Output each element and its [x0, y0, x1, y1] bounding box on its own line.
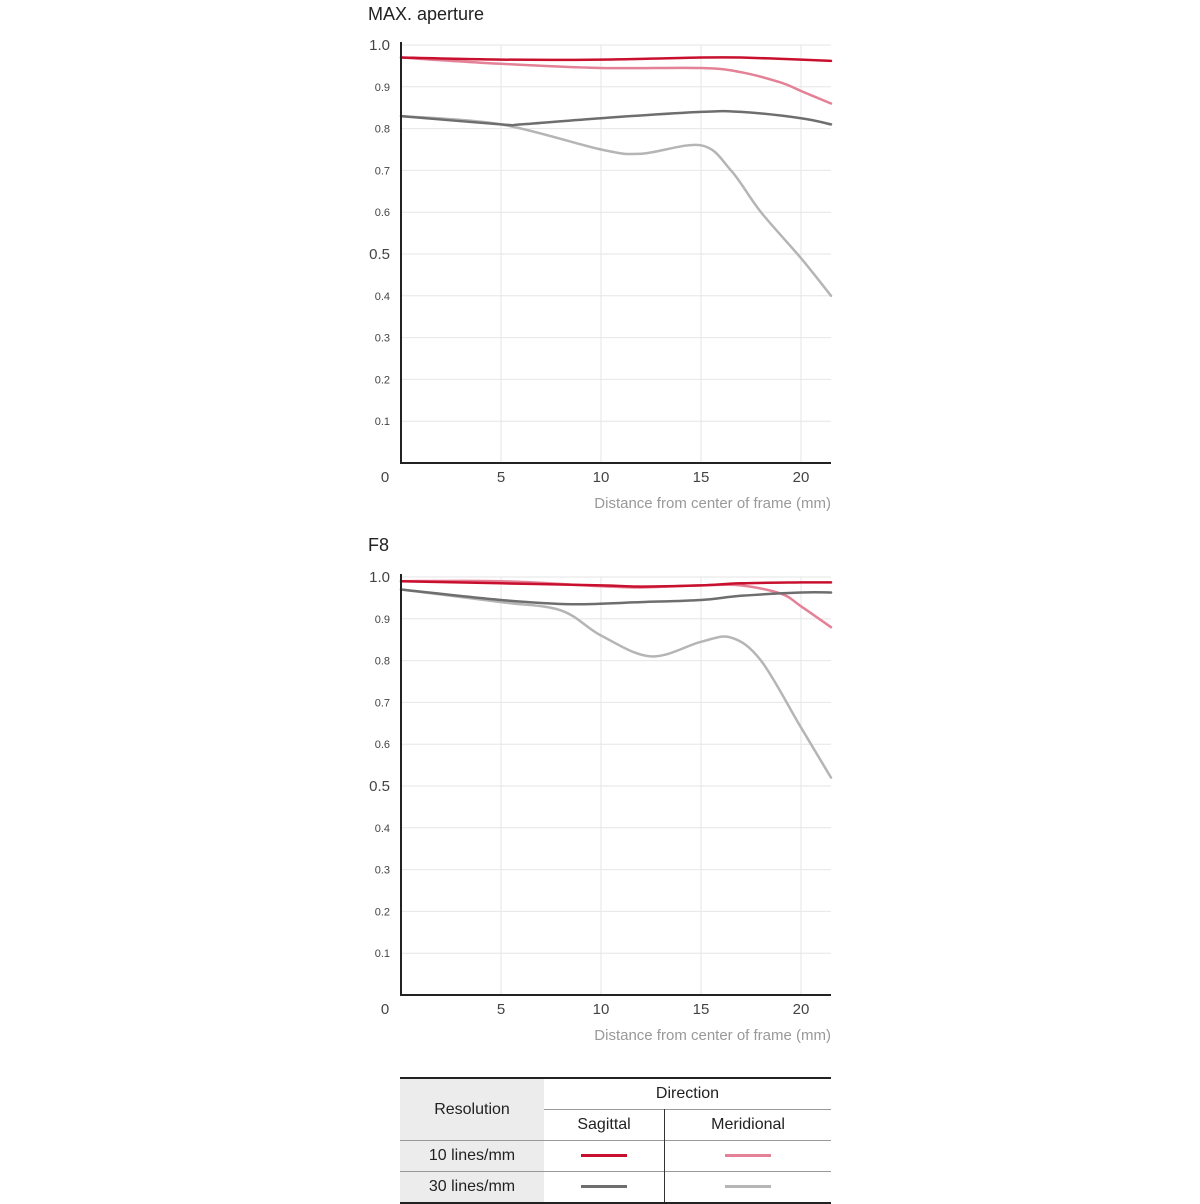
chart2-xtick-label: 15	[693, 1001, 710, 1018]
legend-swatch-10-meridional	[725, 1154, 772, 1158]
chart1-ytick-label: 0.3	[375, 333, 390, 345]
chart1-ytick-label: 0.6	[375, 207, 390, 219]
chart2-ytick-label: 0.8	[375, 656, 390, 668]
chart2-title: F8	[368, 535, 389, 555]
direction-header: Direction	[544, 1077, 831, 1110]
chart1-ytick-label: 0.9	[375, 82, 390, 94]
chart1-ytick-label: 0.4	[375, 291, 390, 303]
chart1-series-line-30-sagittal	[399, 109, 833, 127]
chart1-ytick-label: 0.5	[369, 246, 390, 263]
chart1-xtick-label: 10	[593, 469, 610, 486]
chart1-series-line-10-meridional	[399, 56, 833, 105]
legend-swatch-30-sagittal	[581, 1185, 628, 1189]
chart1-xtick-label: 20	[793, 469, 810, 486]
chart1-xtick-label: 5	[497, 469, 505, 486]
chart1-ytick-label: 0.8	[375, 124, 390, 136]
legend-swatch-10-sagittal	[581, 1154, 628, 1158]
chart1-ytick-label: 1.0	[369, 37, 390, 54]
chart2-xtick-label: 0	[381, 1001, 389, 1018]
chart2-series-line-30-sagittal	[399, 588, 833, 606]
legend-cell-30-sagittal	[544, 1171, 666, 1204]
meridional-header: Meridional	[664, 1109, 831, 1141]
mtf-charts: MAX. aperture 0.1 0.2 0.3 0.4 0.5 0.6 0.7 0.8 0.9…	[368, 4, 833, 1044]
chart2-ytick-label: 0.6	[375, 739, 390, 751]
chart2-ytick-label: 0.2	[375, 906, 390, 918]
chart2-ytick-label: 0.5	[369, 778, 390, 795]
chart1-series-line-30-meridional	[399, 114, 833, 298]
chart1-ytick-label: 0.2	[375, 374, 390, 386]
chart2-ytick-label: 1.0	[369, 569, 390, 586]
legend-row-label-10: 10 lines/mm	[400, 1140, 544, 1172]
chart2-x-axis-label: Distance from center of frame (mm)	[594, 1027, 831, 1044]
chart2-ytick-label: 0.3	[375, 865, 390, 877]
chart1-xtick-label: 0	[381, 469, 389, 486]
chart1-series-line-10-sagittal	[399, 56, 833, 63]
legend-swatch-30-meridional	[725, 1185, 772, 1189]
chart2-ytick-label: 0.9	[375, 614, 390, 626]
legend-cell-10-sagittal	[544, 1140, 666, 1172]
chart1-x-axis-label: Distance from center of frame (mm)	[594, 495, 831, 512]
chart1-ytick-label: 0.1	[375, 416, 390, 428]
chart2-xtick-label: 5	[497, 1001, 505, 1018]
chart2-xtick-label: 20	[793, 1001, 810, 1018]
sagittal-header: Sagittal	[544, 1109, 666, 1141]
chart2-xtick-label: 10	[593, 1001, 610, 1018]
chart2-series-line-10-sagittal	[399, 579, 833, 588]
chart2-ytick-label: 0.1	[375, 948, 390, 960]
chart2-ytick-label: 0.7	[375, 697, 390, 709]
chart2-ytick-label: 0.4	[375, 823, 390, 835]
legend-row-label-30: 30 lines/mm	[400, 1171, 544, 1204]
legend-table: Resolution Direction Sagittal Meridional…	[400, 1077, 831, 1204]
resolution-header: Resolution	[400, 1077, 544, 1141]
chart1-title: MAX. aperture	[368, 4, 484, 24]
legend-cell-10-meridional	[664, 1140, 831, 1172]
chart2-series-line-30-meridional	[399, 588, 833, 779]
chart1-xtick-label: 15	[693, 469, 710, 486]
chart1-ytick-label: 0.7	[375, 165, 390, 177]
legend-cell-30-meridional	[664, 1171, 831, 1204]
